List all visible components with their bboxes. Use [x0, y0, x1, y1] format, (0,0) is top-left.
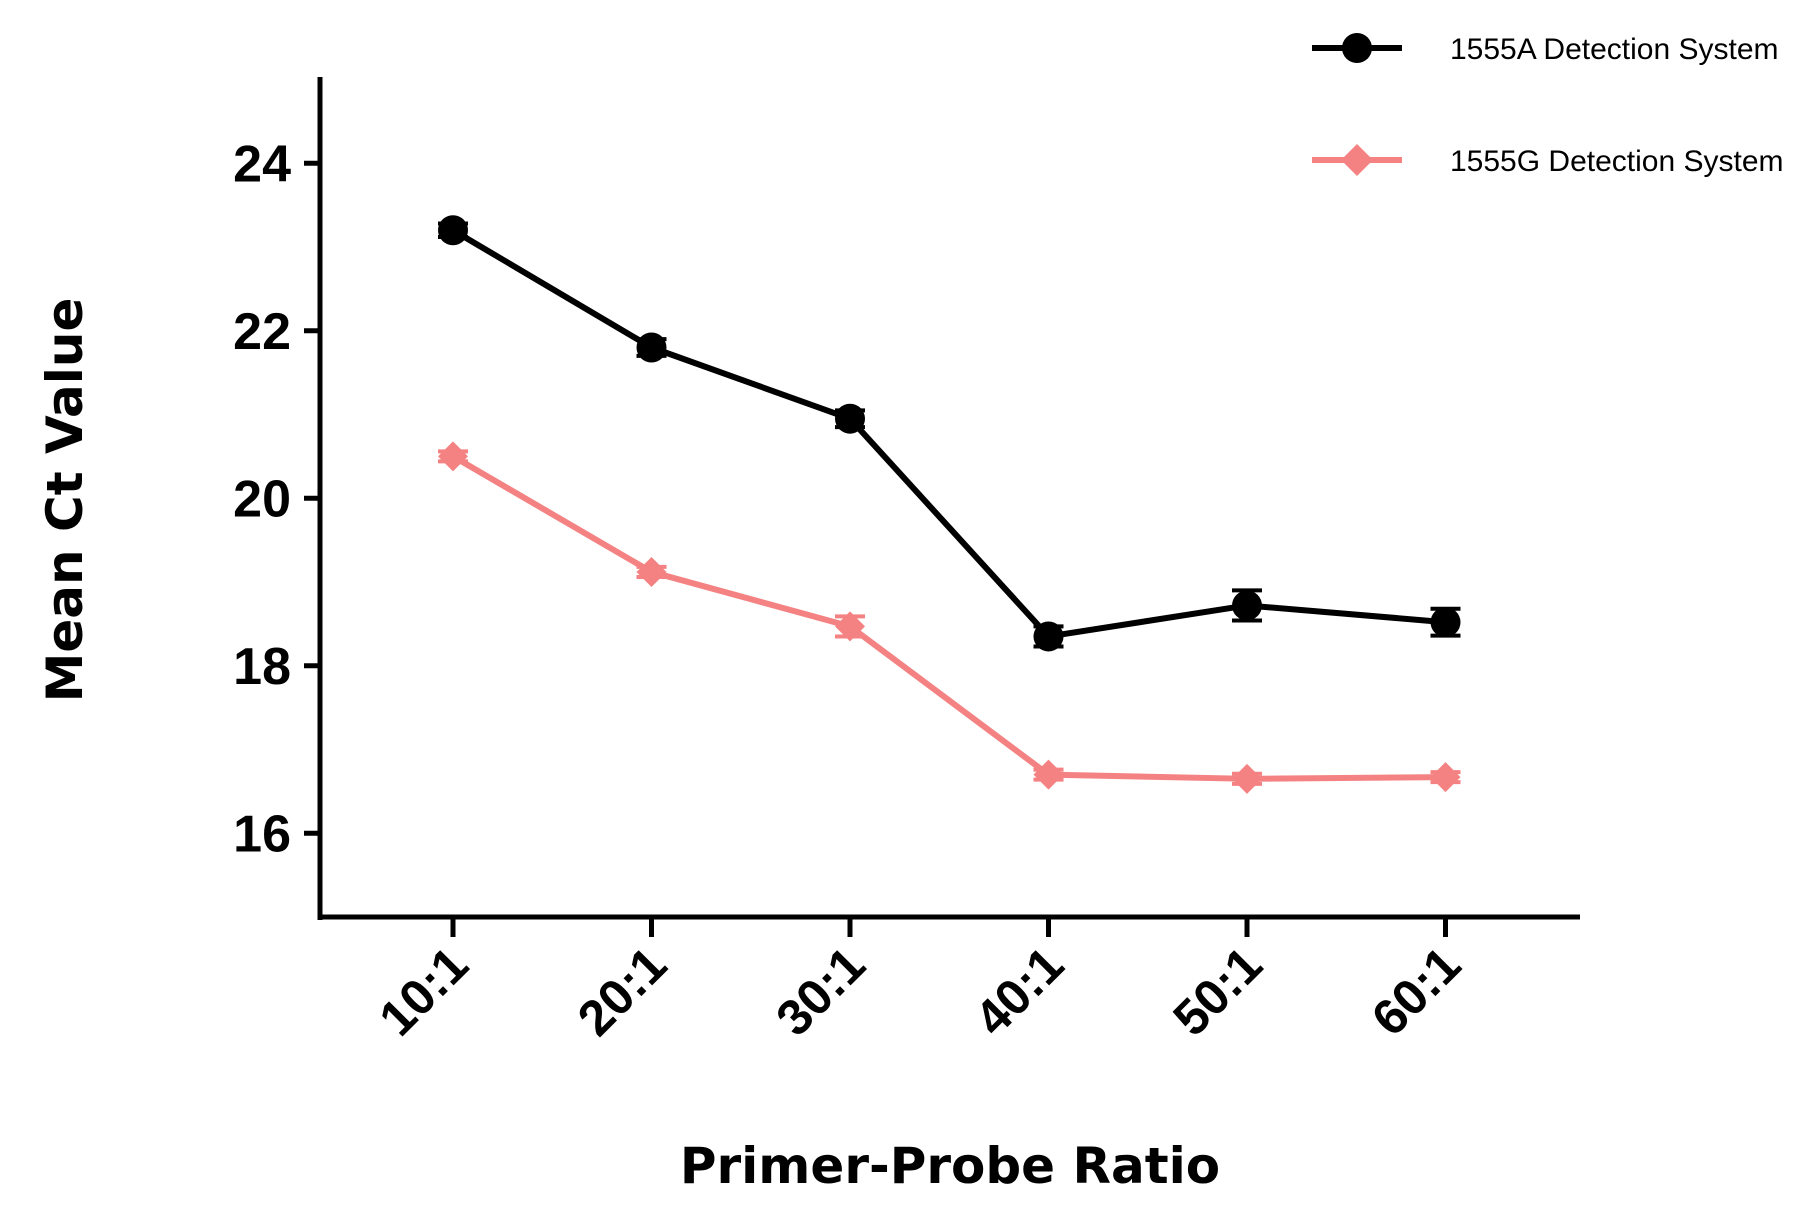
y-tick-label-24: 24 — [233, 135, 291, 193]
data-point-2-4 — [1033, 759, 1064, 790]
y-tick-label-22: 22 — [233, 303, 291, 361]
data-point-2-5 — [1232, 763, 1262, 794]
y-tick-label-16: 16 — [233, 805, 291, 863]
series-2 — [438, 441, 1461, 794]
data-point-1-5 — [1232, 590, 1262, 621]
data-point-1-6 — [1430, 607, 1461, 638]
series-1 — [438, 215, 1461, 652]
legend-item-1555a: 1555A Detection System — [1312, 33, 1779, 66]
y-axis-title: Mean Ct Value — [36, 298, 94, 703]
x-tick-label-2: 20:1 — [567, 936, 677, 1046]
data-point-1-2 — [636, 332, 667, 363]
legend-item-1555g: 1555G Detection System — [1312, 144, 1784, 178]
x-axis-title: Primer-Probe Ratio — [680, 1137, 1220, 1195]
x-tick-label-1: 10:1 — [368, 936, 478, 1046]
x-ticks: 10:1 20:1 30:1 40:1 50:1 60:1 — [368, 917, 1471, 1047]
data-point-2-2 — [636, 556, 667, 587]
data-point-1-4 — [1033, 621, 1064, 652]
series-line-1 — [451, 227, 1446, 640]
x-tick-label-5: 50:1 — [1162, 936, 1272, 1046]
data-point-1-3 — [835, 403, 865, 434]
x-tick-label-4: 40:1 — [964, 936, 1074, 1046]
data-point-2-3 — [835, 611, 865, 642]
legend: 1555A Detection System 1555G Detection S… — [1312, 33, 1784, 178]
x-tick-label-3: 30:1 — [765, 936, 875, 1046]
series-layer — [438, 215, 1461, 794]
legend-marker-1555a — [1342, 33, 1372, 63]
data-point-2-1 — [438, 441, 468, 472]
series-line-2 — [451, 453, 1446, 782]
y-tick-label-18: 18 — [233, 638, 291, 696]
y-ticks: 16 18 20 22 24 — [233, 135, 320, 863]
data-point-1-1 — [438, 215, 468, 246]
axes — [317, 77, 1580, 920]
legend-label-1555a: 1555A Detection System — [1450, 33, 1779, 66]
legend-marker-1555g — [1341, 144, 1373, 176]
y-tick-label-20: 20 — [233, 470, 291, 528]
legend-label-1555g: 1555G Detection System — [1450, 145, 1784, 178]
data-point-2-6 — [1430, 762, 1461, 793]
x-tick-label-6: 60:1 — [1361, 936, 1471, 1046]
